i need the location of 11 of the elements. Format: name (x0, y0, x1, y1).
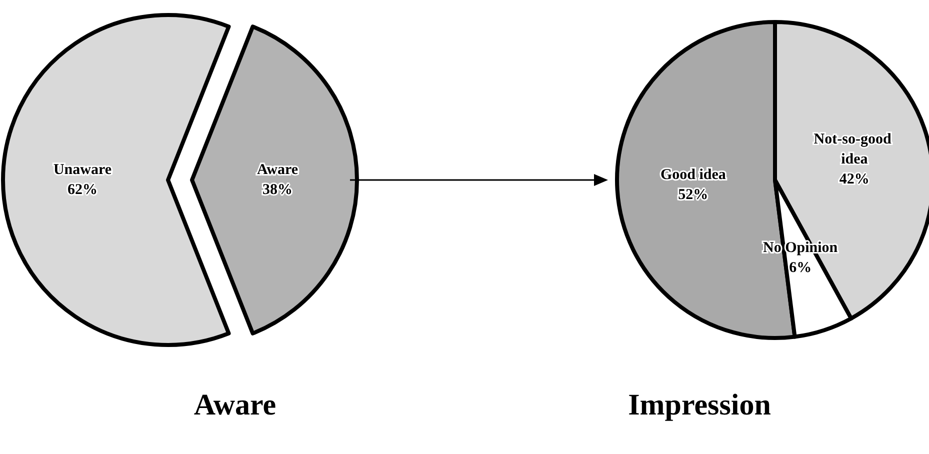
slice-label: Unaware (53, 162, 112, 178)
slice-label: Aware (256, 162, 298, 178)
data-label: 42% (839, 172, 870, 188)
text: Aware (194, 388, 276, 422)
slice-label: Not-so-good idea (814, 132, 896, 168)
text: Impression (628, 388, 772, 422)
data-label: 62% (68, 182, 98, 198)
data-label: 38% (262, 182, 292, 198)
data-label: 6% (789, 260, 812, 276)
data-label: 52% (678, 187, 708, 204)
slice-label: Good idea (660, 167, 726, 184)
